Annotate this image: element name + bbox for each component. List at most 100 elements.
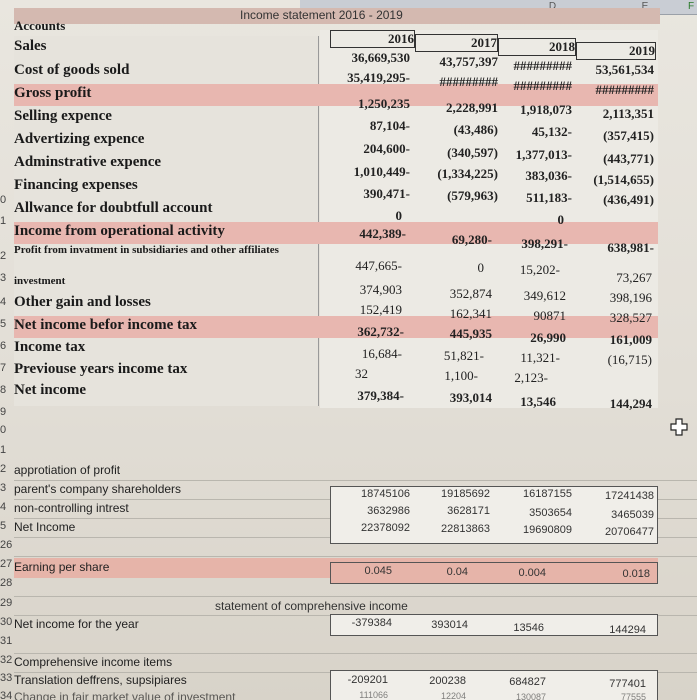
cell-investment-2018[interactable]: 349,612: [523, 288, 566, 303]
cell-prev-tax-2017[interactable]: 1,100-: [444, 368, 478, 383]
row-number[interactable]: 4: [0, 501, 7, 513]
cell-allowance-2018[interactable]: 0: [557, 212, 565, 227]
cell-operational-2019[interactable]: 638,981-: [607, 240, 654, 255]
cell-selling-2018[interactable]: 45,132-: [531, 124, 572, 139]
row-number[interactable]: 2: [0, 463, 7, 475]
cell-income-tax-2019[interactable]: (16,715): [607, 352, 652, 367]
cell-other-gain-2019[interactable]: 328,527: [609, 310, 652, 325]
parent-2016[interactable]: 18745106: [361, 488, 410, 500]
cell-cogs-2017[interactable]: #########: [439, 74, 499, 89]
cell-operational-2017[interactable]: 69,280-: [451, 232, 492, 247]
cell-gross-2018[interactable]: 1,918,073: [520, 102, 572, 117]
column-header-f[interactable]: F: [685, 0, 697, 15]
cell-selling-2017[interactable]: (43,486): [453, 122, 498, 137]
cell-advert-2017[interactable]: (340,597): [447, 145, 498, 160]
cell-prev-tax-2016[interactable]: 32: [355, 366, 368, 381]
noncontrolling-2019[interactable]: 3465039: [611, 509, 654, 521]
cell-prev-tax-2018[interactable]: 2,123-: [514, 370, 548, 385]
noncontrolling-2016[interactable]: 3632986: [367, 505, 410, 517]
row-number[interactable]: 9: [0, 406, 7, 418]
cell-selling-2016[interactable]: 87,104-: [369, 118, 410, 133]
cell-cogs-2018[interactable]: #########: [513, 78, 573, 93]
cell-net-income-2017[interactable]: 393,014: [449, 390, 492, 405]
cell-nibt-2019[interactable]: 161,009: [609, 332, 652, 347]
cell-sales-2019[interactable]: 53,561,534: [595, 62, 655, 77]
cell-prev-tax-2019[interactable]: [576, 372, 652, 390]
net-income-year-2017[interactable]: 393014: [431, 619, 468, 631]
cell-other-gain-2018[interactable]: 90871: [533, 308, 567, 323]
net-income-year-2018[interactable]: 13546: [513, 622, 544, 634]
row-number[interactable]: 2: [0, 250, 7, 262]
row-number[interactable]: 29: [0, 597, 13, 609]
cell-cogs-2019[interactable]: #########: [595, 82, 655, 97]
parent-2018[interactable]: 16187155: [523, 488, 572, 500]
eps-2016[interactable]: 0.045: [364, 565, 392, 577]
cell-allowance-2016[interactable]: 0: [395, 208, 403, 223]
cell-profit-inv-2019[interactable]: 73,267: [616, 270, 652, 285]
cell-cogs-2016[interactable]: 35,419,295-: [347, 70, 410, 85]
translation-2017[interactable]: 200238: [429, 675, 466, 687]
cell-income-tax-2017[interactable]: 51,821-: [443, 348, 484, 363]
cell-sales-2018[interactable]: #########: [513, 58, 573, 73]
cell-nibt-2017[interactable]: 445,935: [449, 326, 492, 341]
row-number[interactable]: 0: [0, 424, 7, 436]
row-number[interactable]: 26: [0, 539, 13, 551]
row-number[interactable]: 33: [0, 672, 13, 684]
change-fair-2017[interactable]: 12204: [440, 691, 466, 700]
cell-other-gain-2016[interactable]: 152,419: [359, 302, 402, 317]
cell-net-income-2019[interactable]: 144,294: [609, 396, 652, 411]
cell-financing-2018[interactable]: 511,183-: [526, 190, 572, 205]
net-income-year-2019[interactable]: 144294: [609, 624, 646, 636]
cell-operational-2016[interactable]: 442,389-: [359, 226, 406, 241]
row-number[interactable]: 32: [0, 654, 13, 666]
cell-admin-2016[interactable]: 1,010,449-: [353, 164, 410, 179]
cell-nibt-2018[interactable]: 26,990: [530, 330, 566, 345]
cell-admin-2017[interactable]: (1,334,225): [437, 166, 498, 181]
row-number[interactable]: 3: [0, 272, 7, 284]
eps-2018[interactable]: 0.004: [518, 567, 546, 579]
cell-other-gain-2017[interactable]: 162,341: [449, 306, 492, 321]
translation-2016[interactable]: -209201: [347, 674, 388, 686]
change-fair-2016[interactable]: 111066: [359, 690, 388, 700]
cell-selling-2019[interactable]: (357,415): [603, 128, 654, 143]
change-fair-2019[interactable]: 77555: [620, 692, 646, 700]
cell-allowance-2019[interactable]: [576, 214, 654, 232]
net-income-year-2016[interactable]: -379384: [351, 617, 392, 629]
year-2018[interactable]: 2018: [498, 38, 576, 56]
cell-net-income-2016[interactable]: 379,384-: [357, 388, 404, 403]
row-number[interactable]: 8: [0, 384, 7, 396]
eps-2017[interactable]: 0.04: [446, 566, 468, 578]
cell-sales-2016[interactable]: 36,669,530: [351, 50, 411, 65]
change-fair-2018[interactable]: 130087: [515, 692, 546, 700]
cell-advert-2018[interactable]: 1,377,013-: [515, 147, 572, 162]
year-2016[interactable]: 2016: [330, 30, 415, 48]
parent-2017[interactable]: 19185692: [441, 488, 490, 500]
translation-2019[interactable]: 777401: [609, 678, 646, 690]
cell-income-tax-2018[interactable]: 11,321-: [520, 350, 560, 365]
cell-investment-2016[interactable]: 374,903: [359, 282, 402, 297]
cell-gross-2019[interactable]: 2,113,351: [602, 106, 654, 121]
cell-profit-inv-2018[interactable]: 15,202-: [519, 262, 560, 277]
row-number[interactable]: 27: [0, 558, 13, 570]
row-number[interactable]: 4: [0, 296, 7, 308]
row-number[interactable]: 34: [0, 690, 13, 700]
row-number[interactable]: 5: [0, 318, 7, 330]
cell-admin-2018[interactable]: 383,036-: [525, 168, 572, 183]
eps-2019[interactable]: 0.018: [622, 568, 650, 580]
row-number[interactable]: 28: [0, 577, 13, 589]
row-number[interactable]: 1: [0, 215, 7, 227]
cell-advert-2019[interactable]: (443,771): [603, 151, 654, 166]
row-number[interactable]: 7: [0, 362, 7, 374]
year-2017[interactable]: 2017: [415, 34, 498, 52]
cell-nibt-2016[interactable]: 362,732-: [357, 324, 404, 339]
row-number[interactable]: 6: [0, 340, 7, 352]
row-number[interactable]: 3: [0, 482, 7, 494]
cell-gross-2017[interactable]: 2,228,991: [446, 100, 498, 115]
noncontrolling-2018[interactable]: 3503654: [529, 507, 572, 519]
year-2019[interactable]: 2019: [576, 42, 656, 60]
cell-financing-2019[interactable]: (436,491): [603, 192, 654, 207]
net-income-lower-2017[interactable]: 22813863: [441, 523, 490, 535]
row-number[interactable]: 1: [0, 444, 7, 456]
translation-2018[interactable]: 684827: [509, 676, 546, 688]
row-number[interactable]: 0: [0, 194, 7, 206]
